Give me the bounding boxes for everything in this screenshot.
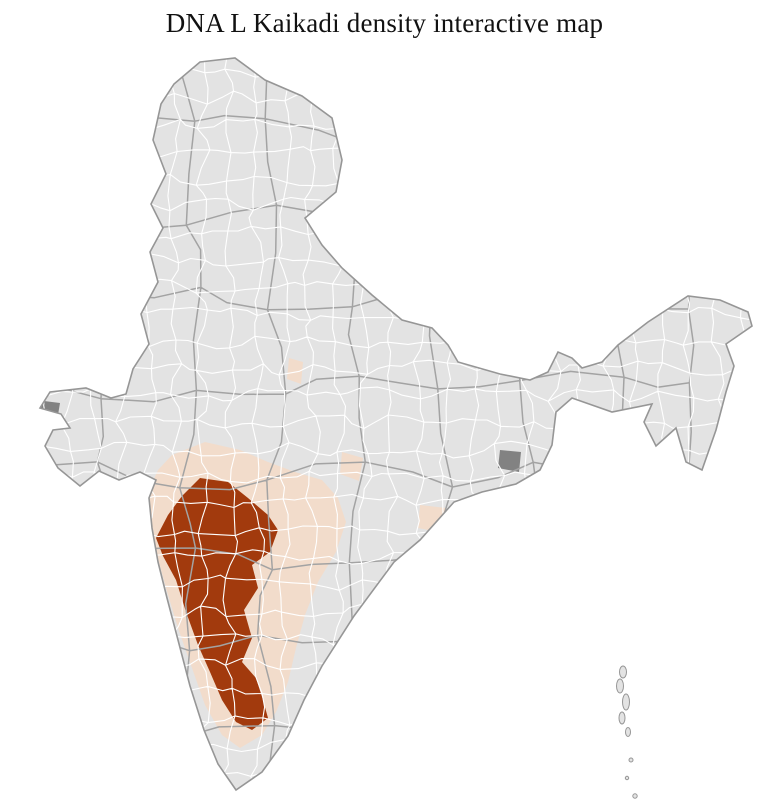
no-data-district[interactable] (498, 450, 521, 472)
india-outline (38, 57, 753, 792)
low-density-district[interactable] (287, 358, 303, 384)
low-density-district[interactable] (340, 452, 363, 481)
page-title: DNA L Kaikadi density interactive map (165, 8, 604, 38)
high-density-region[interactable] (156, 478, 278, 730)
low-density-district[interactable] (418, 505, 446, 533)
andaman-nicobar-islands[interactable] (616, 665, 638, 799)
